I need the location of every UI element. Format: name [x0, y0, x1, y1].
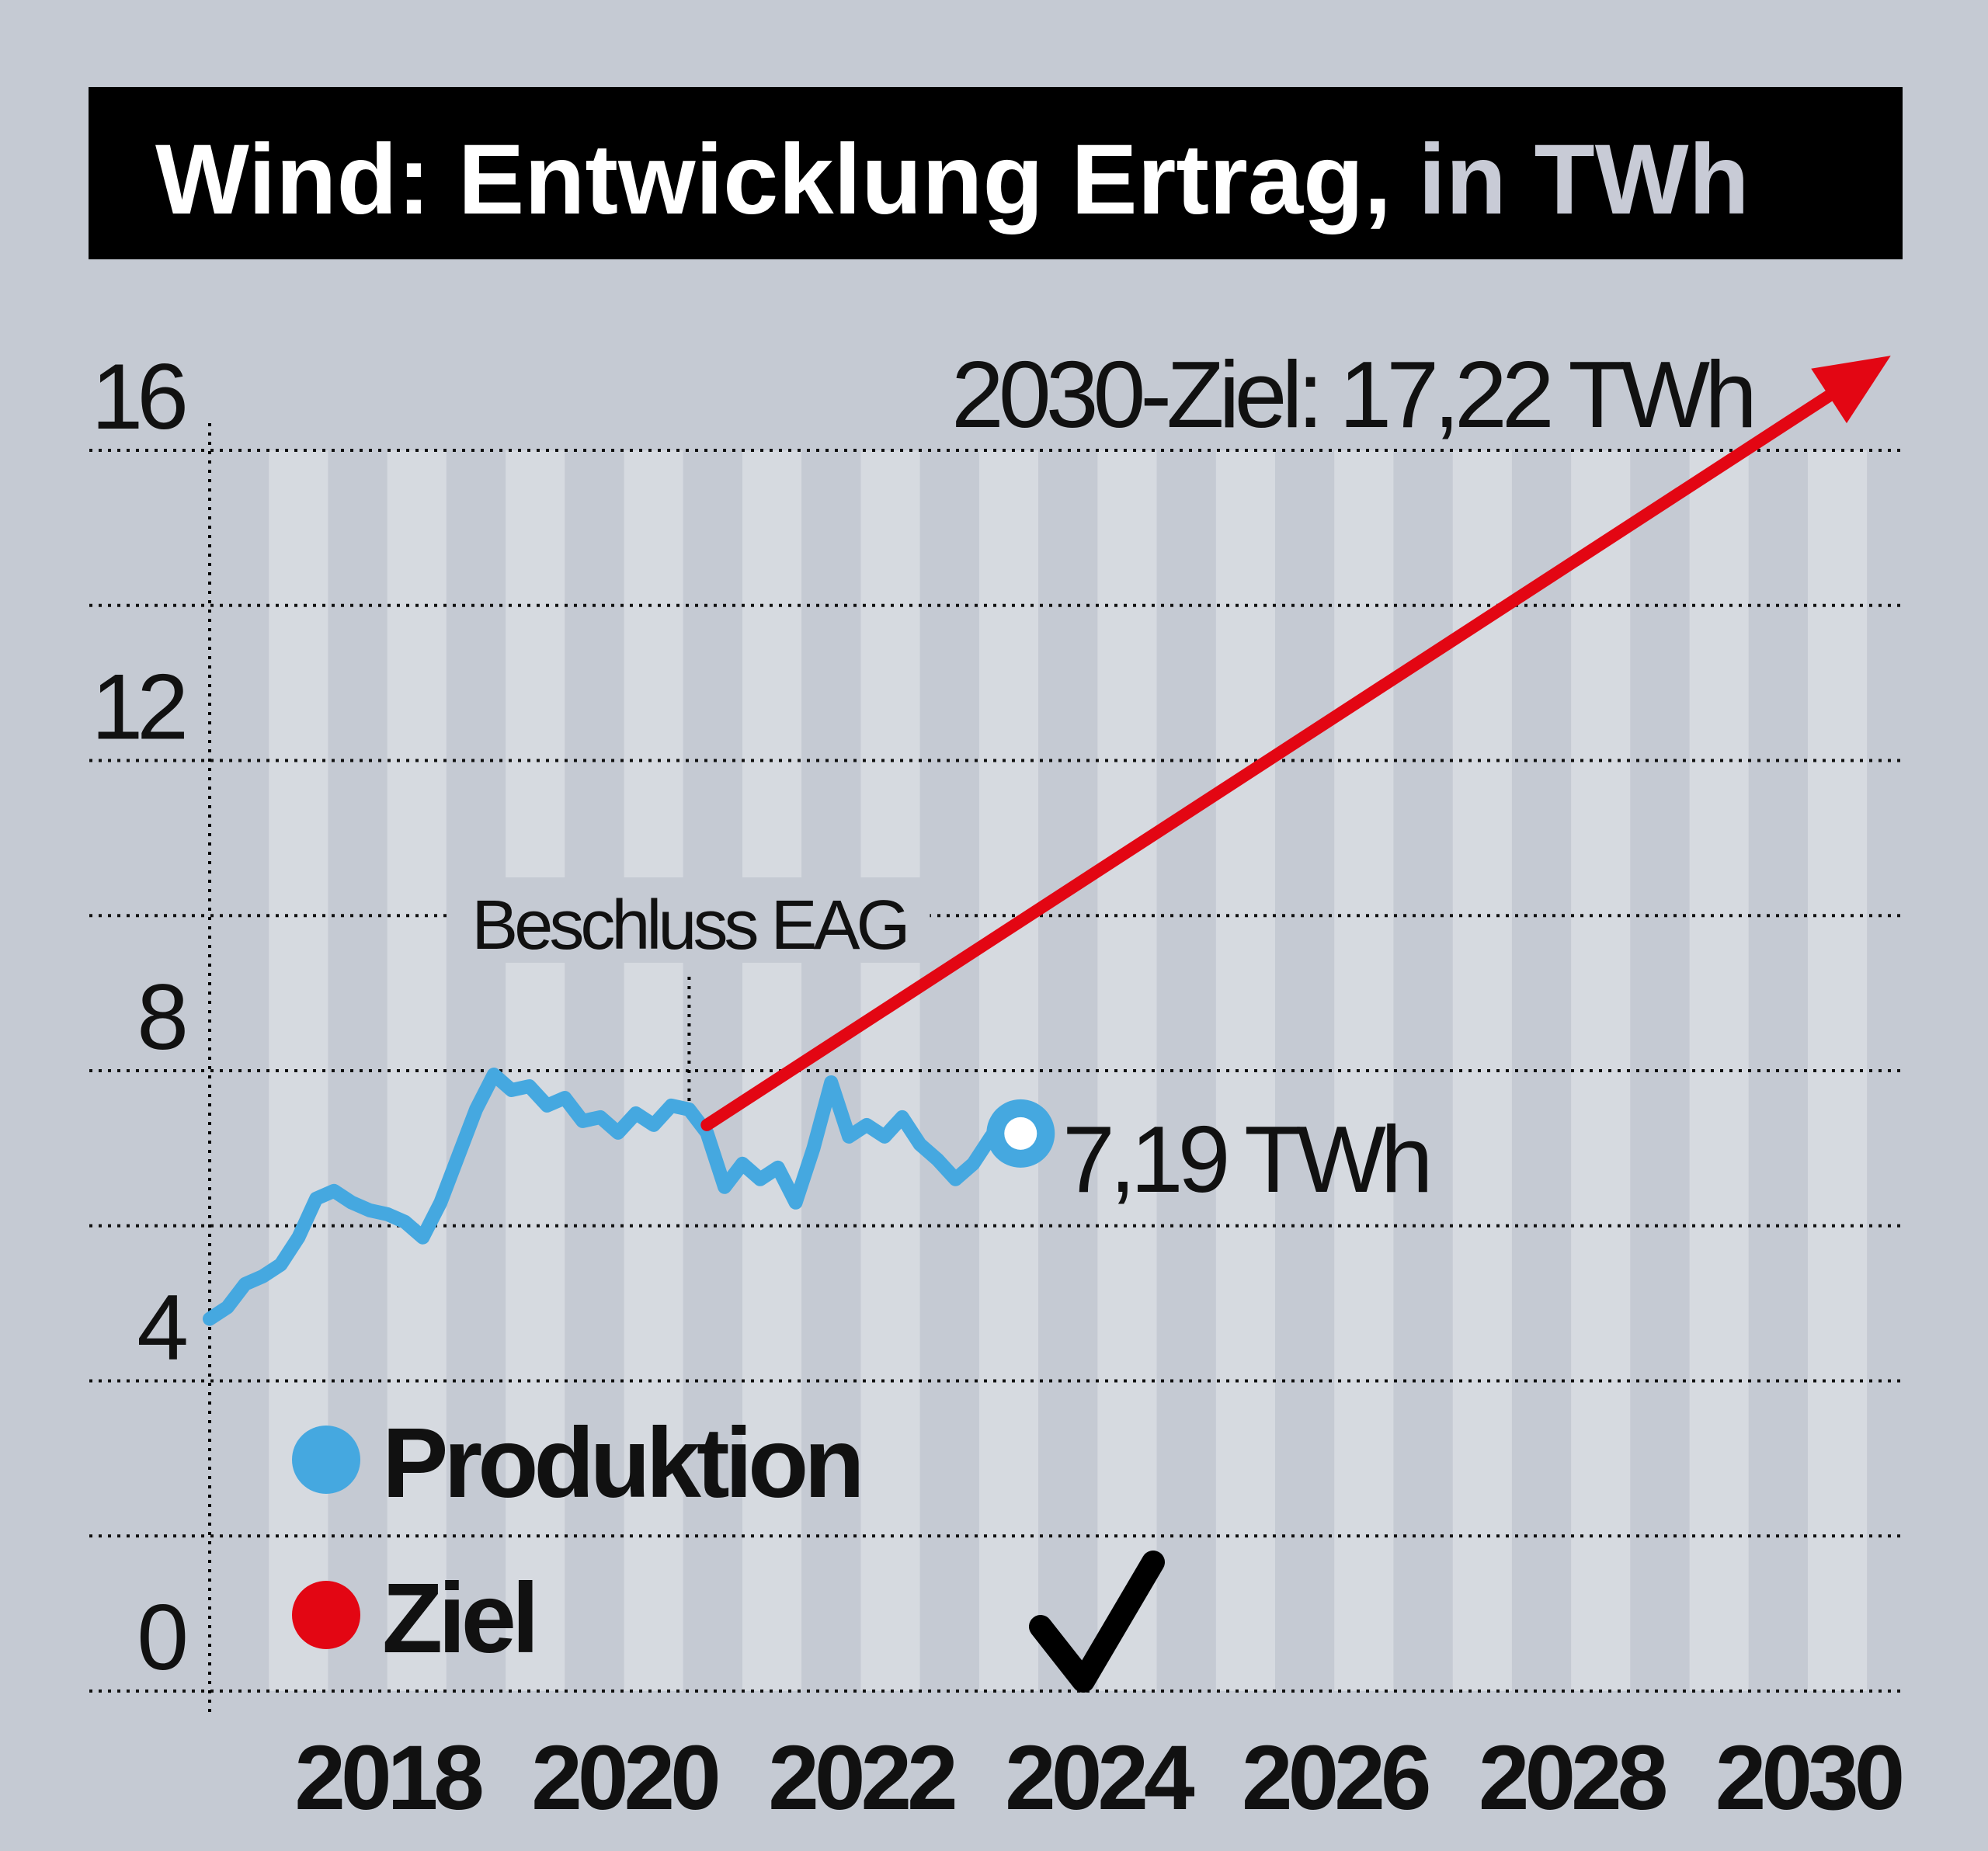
series: [203, 356, 1891, 1326]
gridlines: [89, 449, 1903, 1693]
check-icon: [1029, 1551, 1165, 1693]
column-band: [1334, 450, 1394, 1691]
x-tick-label: 2022: [768, 1727, 954, 1829]
legend-swatch-ziel: [292, 1581, 360, 1649]
column-band: [1867, 450, 1903, 1691]
series-line-produktion: [203, 1068, 1028, 1326]
current-point-center: [1004, 1117, 1037, 1150]
target-label: 2030-Ziel: 17,22 TWh: [951, 342, 1752, 447]
y-tick-label: 8: [137, 965, 185, 1069]
column-band: [1452, 450, 1512, 1691]
legend-label-ziel: Ziel: [382, 1563, 535, 1674]
column-band: [624, 450, 683, 1691]
legend-swatch-produktion: [292, 1426, 360, 1494]
current-value-label: 7,19 TWh: [1062, 1106, 1428, 1212]
series-line-ziel: [700, 389, 1836, 1131]
column-band: [1630, 450, 1690, 1691]
legend: Produktion Ziel: [292, 1408, 865, 1674]
y-axis-ticks: 0 4 8 12 16: [92, 345, 193, 1690]
target-arrowhead: [1811, 356, 1891, 424]
column-band: [1511, 450, 1572, 1691]
x-tick-label: 2020: [531, 1727, 718, 1829]
x-tick-label: 2030: [1715, 1727, 1902, 1829]
column-band: [978, 450, 1039, 1691]
x-tick-label: 2028: [1479, 1727, 1666, 1829]
column-band: [1156, 450, 1216, 1691]
y-tick-label: 12: [92, 655, 185, 759]
chart-title: Wind: Entwicklung Ertrag, in TWh: [155, 124, 1750, 235]
event-annotation: Beschluss EAG: [448, 877, 930, 1102]
legend-label-produktion: Produktion: [382, 1408, 860, 1519]
x-axis-ticks: 2018 2020 2022 2024 2026 2028 2030: [294, 1727, 1906, 1829]
event-label: Beschluss EAG: [471, 887, 906, 964]
y-tick-label: 4: [137, 1276, 186, 1380]
title-banner: [89, 87, 1903, 259]
x-tick-label: 2026: [1242, 1727, 1429, 1829]
column-band: [801, 450, 861, 1691]
y-tick-label: 16: [92, 345, 186, 449]
event-label-bg: [448, 877, 930, 963]
column-band: [1808, 450, 1868, 1691]
column-band: [506, 450, 565, 1691]
x-tick-label: 2024: [1005, 1727, 1194, 1829]
y-tick-label: 0: [137, 1585, 186, 1690]
x-tick-label: 2018: [294, 1727, 481, 1829]
